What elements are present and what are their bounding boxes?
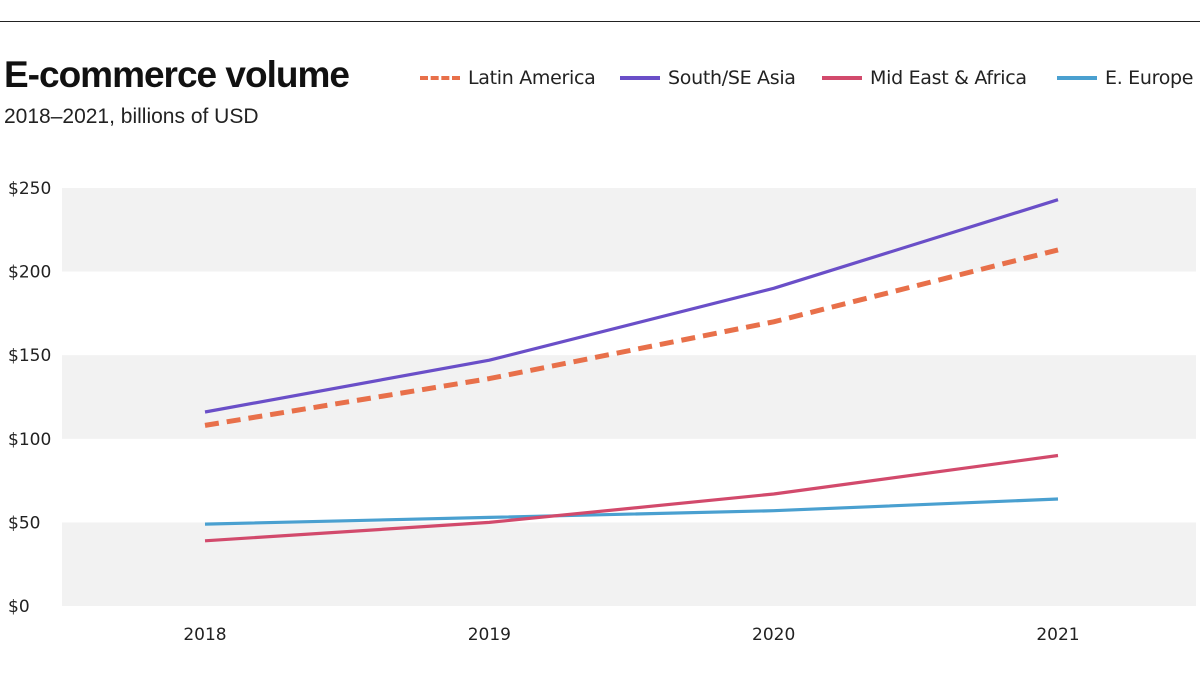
series-line-mid-east-africa[interactable] xyxy=(204,453,1059,543)
series-line-south-se-asia[interactable] xyxy=(204,198,1059,414)
legend-item-latin-america[interactable]: Latin America xyxy=(420,64,596,92)
legend-swatch-south-se-asia xyxy=(620,76,660,80)
legend-label-south-se-asia: South/SE Asia xyxy=(668,67,796,89)
y-tick-label: $250 xyxy=(8,179,51,199)
legend-label-e-europe: E. Europe xyxy=(1105,67,1194,89)
y-tick-label: $150 xyxy=(8,346,51,366)
chart-title: E-commerce volume xyxy=(4,54,350,95)
legend-item-south-se-asia[interactable]: South/SE Asia xyxy=(620,64,796,92)
x-tick-label: 2020 xyxy=(752,625,795,645)
grid-band xyxy=(62,522,1196,606)
y-tick-label: $100 xyxy=(8,430,51,450)
legend-label-latin-america: Latin America xyxy=(468,67,596,89)
legend-label-mid-east-africa: Mid East & Africa xyxy=(870,67,1027,89)
y-tick-label: $0 xyxy=(8,597,30,617)
legend-swatch-latin-america xyxy=(420,76,460,80)
top-rule xyxy=(0,21,1200,22)
grid-band xyxy=(62,188,1196,272)
x-tick-label: 2021 xyxy=(1036,625,1079,645)
grid-band xyxy=(62,355,1196,439)
legend-item-e-europe[interactable]: E. Europe xyxy=(1057,64,1194,92)
legend-swatch-mid-east-africa xyxy=(822,76,862,80)
series-lines xyxy=(204,198,1059,543)
y-axis-ticks: $0 $50 $100 $150 $200 $250 xyxy=(8,179,51,617)
legend-swatch-e-europe xyxy=(1057,76,1097,80)
x-tick-label: 2019 xyxy=(468,625,511,645)
chart-subtitle: 2018–2021, billions of USD xyxy=(4,105,259,128)
y-tick-label: $200 xyxy=(8,263,51,283)
x-tick-label: 2018 xyxy=(183,625,226,645)
grid-bands xyxy=(62,188,1196,606)
legend-item-mid-east-africa[interactable]: Mid East & Africa xyxy=(822,64,1027,92)
x-axis-ticks: 2018 2019 2020 2021 xyxy=(183,625,1079,645)
series-line-e-europe[interactable] xyxy=(204,497,1059,526)
y-tick-label: $50 xyxy=(8,513,40,533)
series-line-latin-america[interactable] xyxy=(204,247,1059,428)
legend: Latin America South/SE Asia Mid East & A… xyxy=(0,0,1200,100)
